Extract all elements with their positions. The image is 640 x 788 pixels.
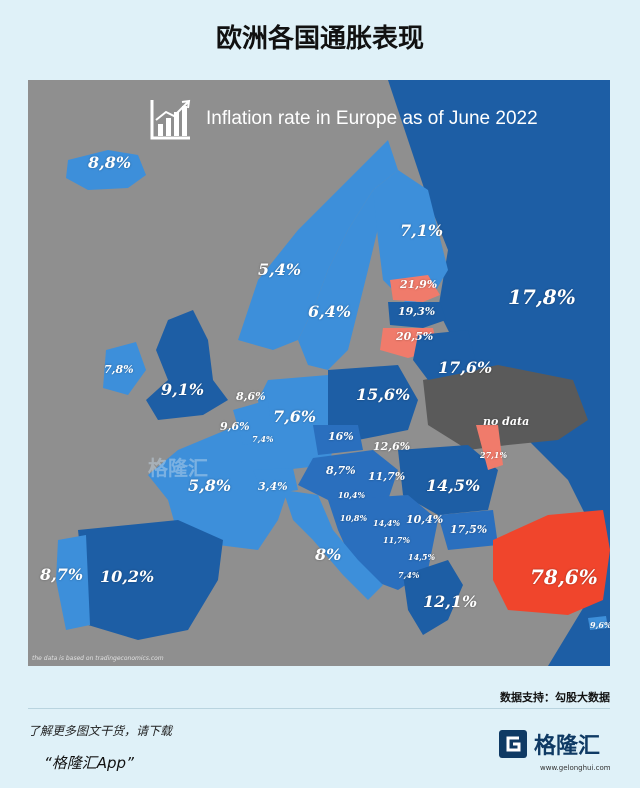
region-switzerland xyxy=(253,468,298,495)
region-austria-hungary xyxy=(298,450,398,500)
divider xyxy=(28,708,610,709)
label-estonia: 21,9% xyxy=(400,278,438,291)
region-bulgaria xyxy=(438,510,498,550)
page-title: 欧洲各国通胀表现 xyxy=(215,24,424,54)
label-belarus: 17,6% xyxy=(438,358,493,377)
label-romania: 14,5% xyxy=(426,476,481,495)
region-turkey xyxy=(493,510,610,615)
brand-g-icon xyxy=(499,730,527,758)
region-norway xyxy=(238,140,398,350)
europe-inflation-map: Inflation rate in Europe as of June 2022… xyxy=(28,80,610,666)
promo-text: 了解更多图文干货，请下载 xyxy=(28,724,173,738)
label-slovakia: 12,6% xyxy=(373,440,411,453)
region-moldova xyxy=(476,425,503,470)
label-poland: 15,6% xyxy=(356,385,411,404)
region-latvia xyxy=(388,302,446,328)
region-portugal xyxy=(56,535,90,630)
brand-name: 格隆汇 xyxy=(534,734,601,759)
label-bosnia: 14,4% xyxy=(373,518,401,528)
region-benelux xyxy=(233,400,273,445)
label-lithuania: 20,5% xyxy=(396,330,434,343)
label-germany: 7,6% xyxy=(273,407,317,426)
label-luxembourg: 7,4% xyxy=(252,434,274,444)
region-cyprus xyxy=(588,616,608,630)
label-bulgaria: 17,5% xyxy=(450,523,488,536)
label-norway: 5,4% xyxy=(258,260,302,279)
label-switzerland: 3,4% xyxy=(258,480,288,493)
label-cyprus: 9,6% xyxy=(590,620,610,630)
label-turkey: 78,6% xyxy=(530,565,598,589)
region-spain xyxy=(78,520,223,640)
region-ukraine xyxy=(423,365,588,450)
brand-url: www.gelonghui.com xyxy=(540,764,611,772)
label-moldova: 27,1% xyxy=(480,450,508,460)
label-croatia: 10,8% xyxy=(340,513,368,523)
region-iceland xyxy=(66,150,146,190)
label-greece: 12,1% xyxy=(423,592,478,611)
label-uk: 9,1% xyxy=(161,380,205,399)
label-iceland: 8,8% xyxy=(88,153,132,172)
region-italy xyxy=(283,490,383,600)
label-no-data: no data xyxy=(483,415,530,428)
label-france: 5,8% xyxy=(188,476,232,495)
region-greece xyxy=(403,560,463,635)
label-north-macedonia: 14,5% xyxy=(408,552,436,562)
label-portugal: 8,7% xyxy=(40,565,84,584)
map-shapes xyxy=(56,80,610,666)
label-slovenia: 10,4% xyxy=(338,490,366,500)
brand-logo: 格隆汇 xyxy=(498,728,600,760)
label-netherlands: 8,6% xyxy=(236,390,266,403)
label-latvia: 19,3% xyxy=(398,305,436,318)
region-poland xyxy=(328,365,418,440)
label-ireland: 7,8% xyxy=(104,363,134,376)
label-czechia: 16% xyxy=(328,430,354,443)
label-finland: 7,1% xyxy=(400,221,444,240)
region-uk xyxy=(146,310,228,420)
map-title: Inflation rate in Europe as of June 2022 xyxy=(206,108,538,129)
label-italy: 8% xyxy=(315,545,342,564)
region-finland xyxy=(373,170,448,305)
data-source: 数据支持：勾股大数据 xyxy=(500,691,610,704)
map-watermark: 格隆汇 xyxy=(148,456,208,480)
label-austria: 8,7% xyxy=(326,464,356,477)
label-serbia: 10,4% xyxy=(406,513,444,526)
region-belarus xyxy=(413,330,478,380)
promo-app-name[interactable]: “格隆汇App” xyxy=(44,754,134,772)
region-czechia xyxy=(313,425,363,455)
label-russia: 17,8% xyxy=(508,285,576,309)
label-spain: 10,2% xyxy=(100,567,155,586)
label-belgium: 9,6% xyxy=(220,420,250,433)
region-ireland xyxy=(103,342,146,395)
label-montenegro: 11,7% xyxy=(383,535,411,545)
region-romania xyxy=(398,445,498,515)
region-sweden xyxy=(298,190,380,370)
region-estonia xyxy=(390,275,440,302)
region-france xyxy=(148,425,293,550)
label-sweden: 6,4% xyxy=(308,302,352,321)
label-hungary: 11,7% xyxy=(368,470,406,483)
label-albania: 7,4% xyxy=(398,570,420,580)
map-footnote: the data is based on tradingeconomics.co… xyxy=(32,655,164,662)
